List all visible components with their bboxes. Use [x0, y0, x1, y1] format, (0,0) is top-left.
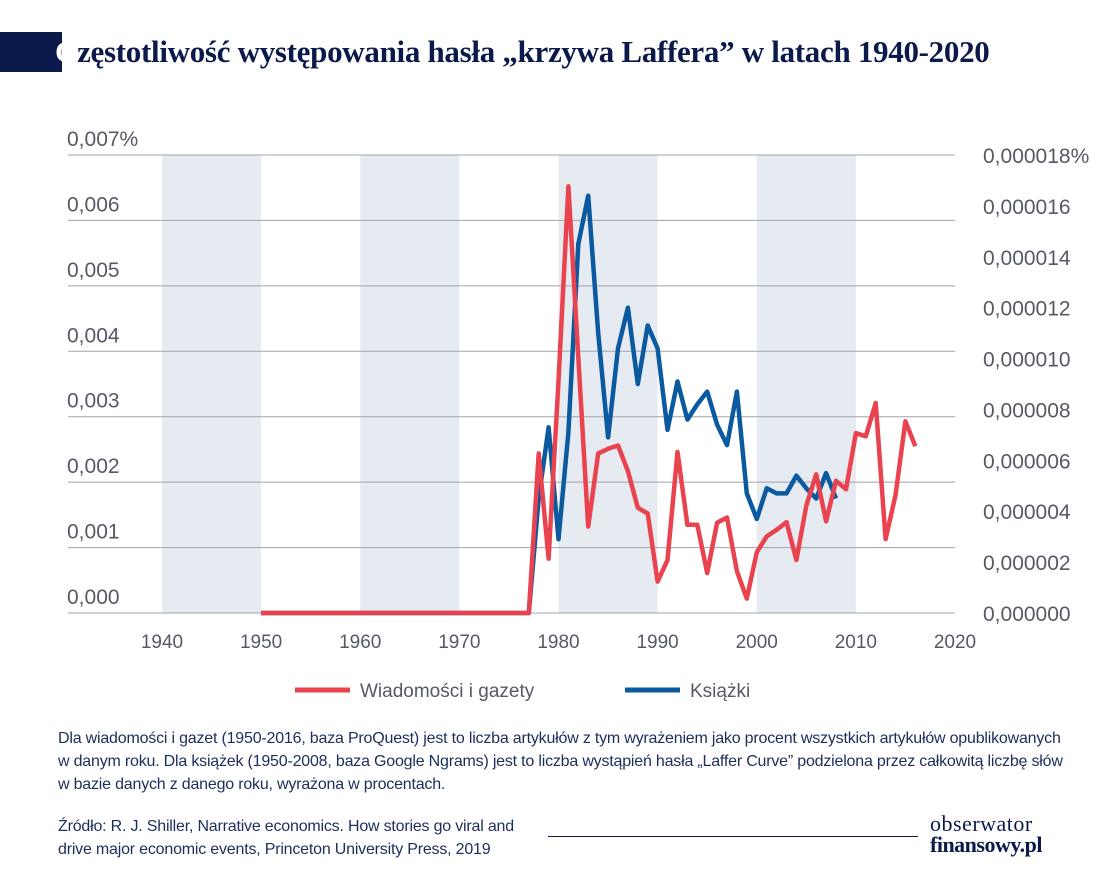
right-tick-label: 0,000010 [983, 349, 1071, 372]
left-tick-label: 0,002 [67, 455, 120, 478]
x-axis-labels: 1940 1950 1960 1970 1980 1990 2000 2010 2020 [141, 632, 976, 653]
series-line-news [261, 184, 918, 616]
right-tick-label: 0,000006 [983, 450, 1071, 473]
right-axis-labels: 0,000000 0,000002 0,000004 0,000006 0,000008… [983, 145, 1089, 626]
x-tick-label: 1950 [240, 632, 282, 653]
left-tick-label: 0,003 [67, 390, 120, 413]
series-line-books [261, 193, 839, 616]
decade-band-1960 [360, 155, 460, 613]
chart-title: Częstotliwość występowania hasła „krzywa… [55, 34, 990, 70]
logo-line1: obserwator [930, 811, 1033, 836]
left-tick-label: 0,006 [67, 193, 120, 216]
legend: Wiadomości i gazety Książki [295, 681, 750, 702]
right-tick-label: 0,000002 [983, 552, 1071, 575]
left-tick-label: 0,007% [67, 128, 138, 151]
x-tick-label: 2000 [736, 632, 778, 653]
left-tick-label: 0,000 [67, 586, 120, 609]
decade-band-2000 [756, 155, 856, 613]
source-text: Źródło: R. J. Shiller, Narrative economi… [58, 818, 514, 858]
x-tick-label: 1970 [438, 632, 480, 653]
right-tick-label: 0,000012 [983, 298, 1071, 321]
publisher-logo: obserwator finansowy.pl [930, 811, 1076, 857]
x-tick-label: 1990 [636, 632, 678, 653]
x-tick-label: 1940 [141, 632, 183, 653]
x-tick-label: 1960 [339, 632, 381, 653]
logo-line2: finansowy.pl [930, 832, 1043, 857]
right-tick-label: 0,000014 [983, 247, 1071, 270]
left-axis-labels: 0,000 0,001 0,002 0,003 0,004 0,005 0,006 0,007… [67, 128, 138, 609]
legend-label: Wiadomości i gazety [360, 681, 535, 702]
x-tick-label: 2020 [934, 632, 976, 653]
footer-rule [548, 836, 918, 837]
decade-bands [162, 155, 856, 613]
decade-band-1980 [558, 155, 658, 613]
source-note: Źródło: R. J. Shiller, Narrative economi… [58, 815, 538, 861]
right-tick-label: 0,000008 [983, 399, 1071, 422]
decade-band-1940 [162, 155, 262, 613]
legend-label: Książki [690, 681, 750, 702]
x-tick-label: 2010 [835, 632, 877, 653]
series-lines [261, 184, 918, 616]
x-tick-label: 1980 [537, 632, 579, 653]
right-tick-label: 0,000000 [983, 603, 1071, 626]
left-tick-label: 0,001 [67, 521, 120, 544]
title-text: zęstotliwość występowania hasła „krzywa … [77, 34, 990, 69]
right-tick-label: 0,000018% [983, 145, 1089, 168]
left-tick-label: 0,005 [67, 259, 120, 282]
right-tick-label: 0,000016 [983, 196, 1071, 219]
left-tick-label: 0,004 [67, 324, 120, 347]
grid-lines [68, 154, 955, 614]
methodology-note: Dla wiadomości i gazet (1950-2016, baza … [58, 727, 1068, 796]
note-text: Dla wiadomości i gazet (1950-2016, baza … [58, 730, 1063, 793]
line-chart: 0,000 0,001 0,002 0,003 0,004 0,005 0,006 0,007… [67, 128, 1089, 702]
title-accent-bar [0, 32, 62, 72]
title-first-letter: C [55, 34, 78, 69]
right-tick-label: 0,000004 [983, 501, 1071, 524]
